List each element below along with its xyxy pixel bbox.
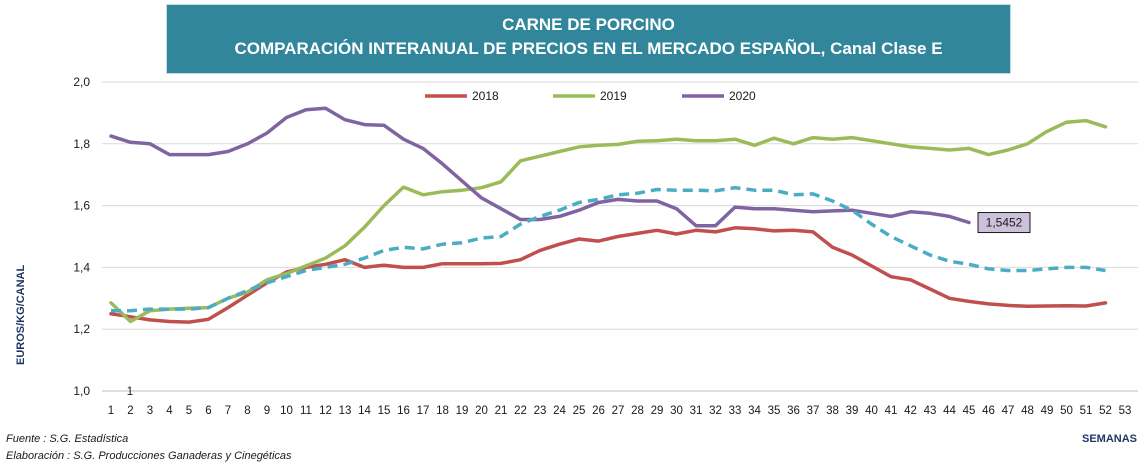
y-axis-label: EUROS/KG/CANAL bbox=[15, 264, 27, 365]
x-tick-label: 11 bbox=[300, 405, 312, 417]
x-tick-label: 30 bbox=[670, 405, 683, 417]
x-tick-label: 45 bbox=[963, 405, 976, 417]
x-tick-label: 43 bbox=[924, 405, 937, 417]
legend-label-2019: 2019 bbox=[600, 89, 627, 103]
x-tick-label: 52 bbox=[1099, 405, 1112, 417]
series-line-dashed bbox=[111, 185, 1106, 313]
series-line-2018 bbox=[109, 226, 1108, 324]
x-tick-label: 8 bbox=[244, 405, 250, 417]
x-tick-label: 40 bbox=[865, 405, 878, 417]
x-tick-label: 35 bbox=[768, 405, 781, 417]
y-tick-label: 1,6 bbox=[73, 199, 90, 213]
y-tick-label: 1,8 bbox=[73, 137, 90, 151]
x-tick-label: 4 bbox=[166, 405, 173, 417]
x-tick-label: 25 bbox=[573, 405, 586, 417]
annotations: 1,5452 1 bbox=[127, 212, 1031, 398]
x-tick-label: 38 bbox=[826, 405, 839, 417]
x-tick-label: 42 bbox=[904, 405, 917, 417]
y-tick-label: 1,2 bbox=[73, 322, 90, 336]
series-group bbox=[109, 106, 1108, 324]
x-tick-label: 24 bbox=[553, 405, 566, 417]
x-tick-label: 34 bbox=[748, 405, 761, 417]
y-axis-ticks: 1,0 1,2 1,4 1,6 1,8 2,0 bbox=[73, 75, 90, 398]
x-tick-label: 5 bbox=[186, 405, 192, 417]
x-tick-label: 36 bbox=[787, 405, 800, 417]
x-tick-label: 16 bbox=[397, 405, 410, 417]
x-tick-label: 1 bbox=[108, 405, 114, 417]
x-tick-label: 23 bbox=[534, 405, 547, 417]
series-line-2019 bbox=[109, 118, 1108, 324]
x-tick-label: 15 bbox=[378, 405, 391, 417]
x-tick-label: 37 bbox=[807, 405, 820, 417]
legend-label-2020: 2020 bbox=[729, 89, 756, 103]
x-tick-label: 17 bbox=[417, 405, 430, 417]
x-tick-label: 27 bbox=[612, 405, 625, 417]
x-tick-label: 47 bbox=[1002, 405, 1015, 417]
x-tick-label: 26 bbox=[592, 405, 605, 417]
x-tick-label: 3 bbox=[147, 405, 153, 417]
x-tick-label: 29 bbox=[651, 405, 664, 417]
x-tick-label: 51 bbox=[1080, 405, 1093, 417]
legend: 2018 2019 2020 bbox=[425, 89, 756, 103]
x-tick-label: 9 bbox=[264, 405, 270, 417]
x-tick-label: 41 bbox=[885, 405, 898, 417]
last-value-label: 1,5452 bbox=[986, 216, 1023, 230]
x-tick-label: 7 bbox=[225, 405, 231, 417]
grid-lines bbox=[102, 81, 1138, 392]
x-tick-label: 18 bbox=[436, 405, 449, 417]
x-tick-label: 32 bbox=[709, 405, 722, 417]
x-tick-label: 10 bbox=[280, 405, 293, 417]
x-tick-label: 21 bbox=[495, 405, 508, 417]
x-tick-label: 44 bbox=[943, 405, 956, 417]
y-tick-label: 1,4 bbox=[73, 260, 90, 274]
x-tick-label: 48 bbox=[1021, 405, 1034, 417]
point-label: 1 bbox=[127, 386, 133, 398]
x-tick-label: 53 bbox=[1119, 405, 1132, 417]
series-line-2020 bbox=[109, 106, 971, 228]
chart-title-box: CARNE DE PORCINO COMPARACIÓN INTERANUAL … bbox=[166, 4, 1011, 74]
x-tick-label: 12 bbox=[319, 405, 332, 417]
x-tick-label: 20 bbox=[475, 405, 488, 417]
x-tick-label: 50 bbox=[1060, 405, 1073, 417]
y-tick-label: 1,0 bbox=[73, 384, 90, 398]
x-tick-label: 46 bbox=[982, 405, 995, 417]
elaboration-note: Elaboración : S.G. Producciones Ganadera… bbox=[6, 450, 292, 462]
x-tick-label: 22 bbox=[514, 405, 527, 417]
x-tick-label: 49 bbox=[1041, 405, 1054, 417]
x-tick-label: 31 bbox=[690, 405, 703, 417]
x-tick-label: 14 bbox=[358, 405, 371, 417]
x-tick-label: 28 bbox=[631, 405, 644, 417]
source-note: Fuente : S.G. Estadística bbox=[6, 433, 129, 445]
x-axis-ticks: 1 2 3 4 5 6 7 8 9 10 11 12 13 14 15 16 17 18 19 20 21 22 23 24 2… bbox=[108, 405, 1132, 417]
x-tick-label: 13 bbox=[339, 405, 352, 417]
x-tick-label: 33 bbox=[729, 405, 742, 417]
x-axis-label: SEMANAS bbox=[1081, 433, 1137, 445]
x-tick-label: 39 bbox=[846, 405, 859, 417]
x-tick-label: 19 bbox=[456, 405, 469, 417]
last-value-box bbox=[977, 212, 1031, 234]
x-tick-label: 6 bbox=[205, 405, 211, 417]
x-tick-label: 2 bbox=[127, 405, 133, 417]
chart-subtitle: COMPARACIÓN INTERANUAL DE PRECIOS EN EL … bbox=[234, 39, 943, 58]
legend-label-2018: 2018 bbox=[472, 89, 499, 103]
chart-title: CARNE DE PORCINO bbox=[502, 15, 675, 34]
y-tick-label: 2,0 bbox=[73, 75, 90, 89]
